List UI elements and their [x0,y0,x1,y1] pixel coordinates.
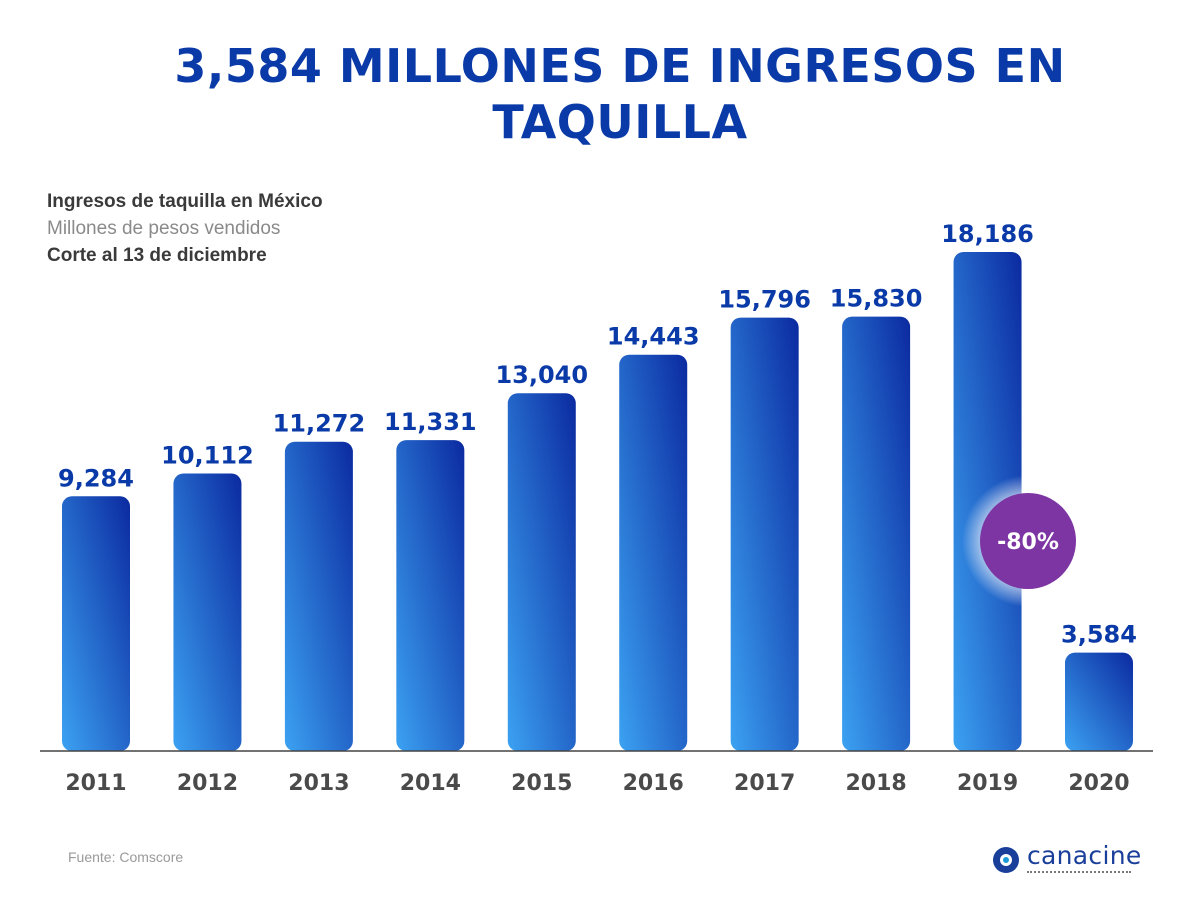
bar-value-label-2020: 3,584 [1061,621,1137,649]
bar-value-label-2018: 15,830 [830,285,923,313]
bars-layer: 9,284 10,112 11,272 11,331 13,040 14,443 15,79… [58,220,1137,751]
subtitle-line-1: Ingresos de taquilla en México [47,191,323,212]
x-tick-labels: 2011 2012 2013 2014 2015 2016 2017 2018 2019 2020 [65,771,1129,796]
bar-2011 [62,496,130,751]
bar-value-label-2013: 11,272 [273,410,366,438]
bar-2013 [284,441,353,751]
bar-value-label-2019: 18,186 [941,220,1034,248]
x-tick-2019: 2019 [957,771,1018,796]
x-tick-2012: 2012 [177,771,238,796]
canacine-logo-icon [993,846,1019,873]
subtitle-line-2: Millones de pesos vendidos [47,218,281,239]
bar-2018 [842,316,911,751]
x-tick-2018: 2018 [845,771,906,796]
bar-value-label-2015: 13,040 [495,361,588,389]
x-tick-2020: 2020 [1068,771,1129,796]
canacine-logo: canacine [993,843,1142,876]
x-tick-2014: 2014 [400,771,461,796]
x-tick-2011: 2011 [65,771,126,796]
x-tick-2013: 2013 [288,771,349,796]
bar-value-label-2012: 10,112 [161,442,254,470]
bar-2016 [619,354,688,751]
x-tick-2017: 2017 [734,771,795,796]
x-tick-2015: 2015 [511,771,572,796]
x-tick-2016: 2016 [623,771,684,796]
bar-2012 [173,473,242,751]
bar-2020 [1065,652,1133,751]
bar-2014 [396,440,465,751]
subtitle-line-3: Corte al 13 de diciembre [47,245,267,266]
badge-label: -80% [997,530,1059,555]
bar-value-label-2011: 9,284 [58,464,134,492]
bar-value-label-2016: 14,443 [607,323,700,351]
logo-tagline [1027,871,1131,876]
bar-value-label-2014: 11,331 [384,408,477,436]
chart-subtitle: Ingresos de taquilla en México Millones … [47,188,323,269]
bar-2017 [730,317,799,751]
bar-value-label-2017: 15,796 [718,286,811,314]
logo-wordmark: canacine [1027,841,1142,870]
change-badge: -80% [962,475,1094,607]
bar-2015 [507,393,576,751]
badge-circle [980,493,1076,589]
chart-title: 3,584 MILLONES DE INGRESOS EN TAQUILLA [174,39,1066,149]
source-note: Fuente: Comscore [68,849,184,865]
